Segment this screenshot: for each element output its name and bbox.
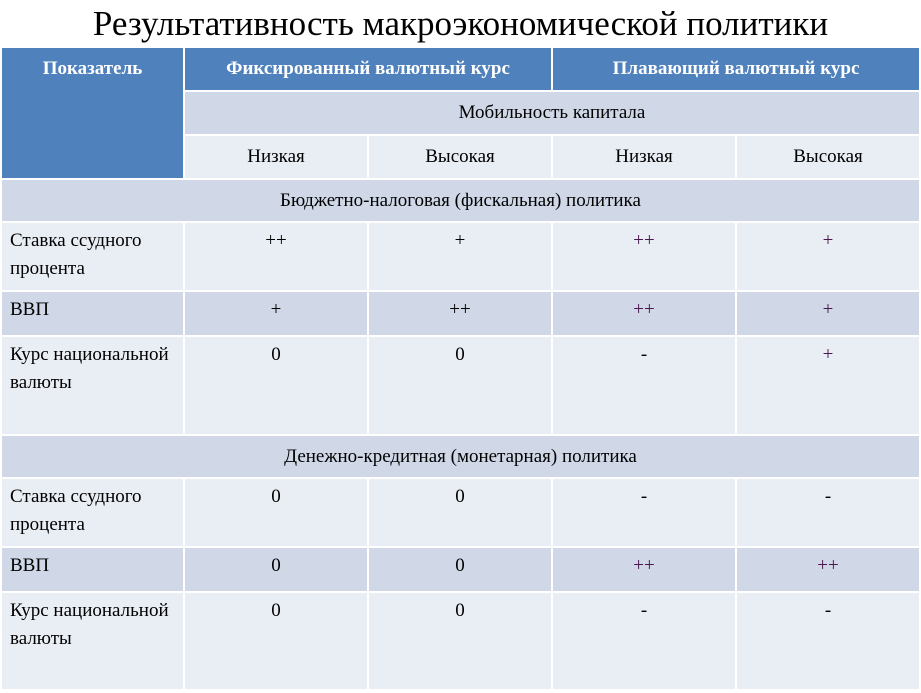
- header-row: Показатель Фиксированный валютный курс П…: [0, 46, 921, 180]
- table-row: Ставка ссудного процента ++ + ++ +: [0, 221, 921, 292]
- value-cell: -: [551, 591, 737, 691]
- value-cell: 0: [367, 546, 553, 593]
- value-cell: ++: [551, 290, 737, 337]
- value-cell: 0: [367, 335, 553, 436]
- value-cell: +: [735, 335, 921, 436]
- value-cell: ++: [735, 546, 921, 593]
- value-cell: -: [551, 477, 737, 548]
- policy-table: Показатель Фиксированный валютный курс П…: [0, 46, 921, 691]
- level-header: Высокая: [735, 134, 921, 180]
- capital-mobility-header: Мобильность капитала: [183, 90, 921, 136]
- value-cell: +: [367, 221, 553, 292]
- row-label: Ставка ссудного процента: [0, 477, 185, 548]
- value-cell: 0: [367, 477, 553, 548]
- fixed-rate-header: Фиксированный валютный курс: [183, 46, 553, 92]
- table-row: Ставка ссудного процента 0 0- -: [0, 477, 921, 548]
- table-row: ВВП 0 0 ++ ++: [0, 546, 921, 593]
- row-label: Ставка ссудного процента: [0, 221, 185, 292]
- value-cell: ++: [183, 221, 369, 292]
- value-cell: 0: [183, 477, 369, 548]
- value-cell: +: [735, 221, 921, 292]
- value-cell: -: [735, 591, 921, 691]
- row-label: Курс национальной валюты: [0, 591, 185, 691]
- value-cell: 0: [367, 591, 553, 691]
- table-row: Курс национальной валюты 0 0- +: [0, 335, 921, 436]
- section-header: Бюджетно-налоговая (фискальная) политика: [0, 178, 921, 223]
- level-header: Высокая: [367, 134, 553, 180]
- value-cell: ++: [551, 221, 737, 292]
- value-cell: ++: [551, 546, 737, 593]
- value-cell: +: [735, 290, 921, 337]
- value-cell: -: [551, 335, 737, 436]
- indicator-header: Показатель: [0, 46, 185, 180]
- level-header: Низкая: [551, 134, 737, 180]
- level-header: Низкая: [183, 134, 369, 180]
- slide-title: Результативность макроэкономической поли…: [92, 4, 829, 43]
- value-cell: -: [735, 477, 921, 548]
- value-cell: ++: [367, 290, 553, 337]
- section-header: Денежно-кредитная (монетарная) политика: [0, 434, 921, 479]
- table-row: Курс национальной валюты 0 0- -: [0, 591, 921, 691]
- value-cell: 0: [183, 335, 369, 436]
- value-cell: 0: [183, 591, 369, 691]
- table-row: ВВП + ++ ++ +: [0, 290, 921, 337]
- row-label: ВВП: [0, 546, 185, 593]
- row-label: Курс национальной валюты: [0, 335, 185, 436]
- value-cell: 0: [183, 546, 369, 593]
- row-label: ВВП: [0, 290, 185, 337]
- floating-rate-header: Плавающий валютный курс: [551, 46, 921, 92]
- value-cell: +: [183, 290, 369, 337]
